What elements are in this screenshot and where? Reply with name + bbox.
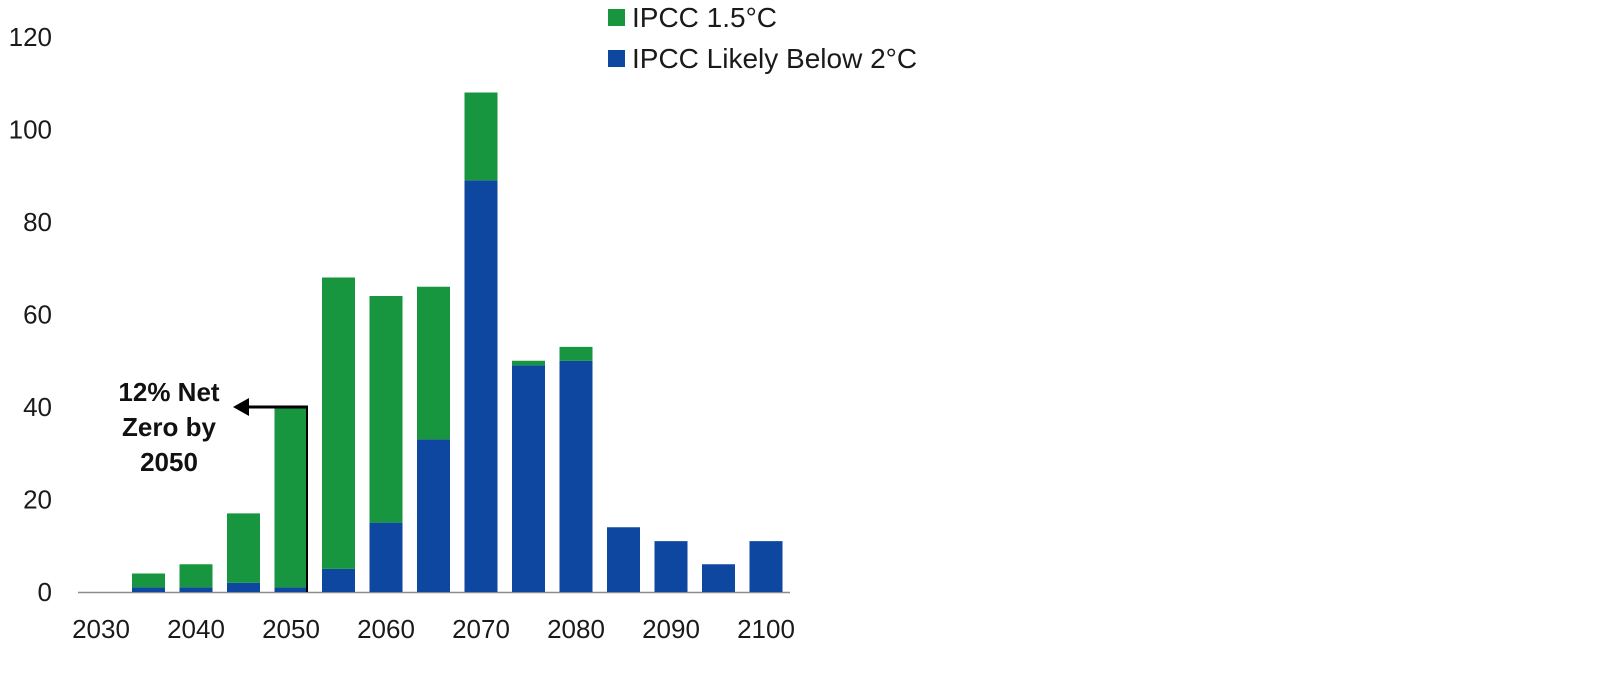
x-tick-label-2050: 2050 xyxy=(262,614,320,644)
bar-2050-series-0 xyxy=(274,587,308,592)
bar-2090-series-0 xyxy=(654,541,688,592)
legend-swatch-ipcc-below-2c xyxy=(608,50,625,67)
y-tick-label-60: 60 xyxy=(23,300,52,330)
bar-2040-series-1 xyxy=(179,564,213,588)
bar-2070-series-0 xyxy=(464,180,498,592)
bar-2055-series-1 xyxy=(322,277,355,569)
bar-2065-series-0 xyxy=(417,439,450,592)
bar-2055-series-0 xyxy=(322,568,355,592)
x-tick-label-2030: 2030 xyxy=(72,614,130,644)
y-tick-label-100: 100 xyxy=(9,115,52,145)
y-tick-label-40: 40 xyxy=(23,392,52,422)
bar-2075-series-0 xyxy=(512,365,545,592)
annotation-layer: 12% Net Zero by 2050 xyxy=(118,377,308,592)
x-tick-label-2100: 2100 xyxy=(737,614,795,644)
x-tick-label-2090: 2090 xyxy=(642,614,700,644)
bar-2070-series-1 xyxy=(464,92,498,181)
annotation-arrow-head xyxy=(233,398,249,416)
bar-2080-series-1 xyxy=(559,346,593,361)
bar-2095-series-0 xyxy=(702,564,735,592)
bar-2060-series-1 xyxy=(369,296,403,523)
y-tick-label-0: 0 xyxy=(38,577,52,607)
legend: IPCC 1.5°C IPCC Likely Below 2°C xyxy=(608,2,917,74)
legend-label-ipcc-below-2c: IPCC Likely Below 2°C xyxy=(632,43,917,74)
bar-2100-series-0 xyxy=(749,541,783,592)
bar-2065-series-1 xyxy=(417,286,450,440)
x-tick-label-2040: 2040 xyxy=(167,614,225,644)
bar-2035-series-1 xyxy=(132,573,165,588)
bars-layer xyxy=(132,92,783,592)
bar-2050-series-1 xyxy=(274,407,308,588)
x-tick-label-2080: 2080 xyxy=(547,614,605,644)
bar-2040-series-0 xyxy=(179,587,213,592)
annotation-text-line-3: 2050 xyxy=(140,447,198,477)
bar-2080-series-0 xyxy=(559,360,593,592)
bar-2045-series-0 xyxy=(227,582,260,592)
annotation-text-line-1: 12% Net xyxy=(118,377,219,407)
y-tick-label-80: 80 xyxy=(23,207,52,237)
x-tick-label-2060: 2060 xyxy=(357,614,415,644)
bar-2060-series-0 xyxy=(369,522,403,592)
bar-2075-series-1 xyxy=(512,360,545,366)
annotation-text-line-2: Zero by xyxy=(122,412,216,442)
bar-2045-series-1 xyxy=(227,513,260,583)
y-tick-label-120: 120 xyxy=(9,22,52,52)
legend-label-ipcc-1-5c: IPCC 1.5°C xyxy=(632,2,777,33)
y-tick-label-20: 20 xyxy=(23,485,52,515)
legend-swatch-ipcc-1-5c xyxy=(608,9,625,26)
bar-2035-series-0 xyxy=(132,587,165,592)
x-tick-label-2070: 2070 xyxy=(452,614,510,644)
bar-2085-series-0 xyxy=(607,527,640,592)
